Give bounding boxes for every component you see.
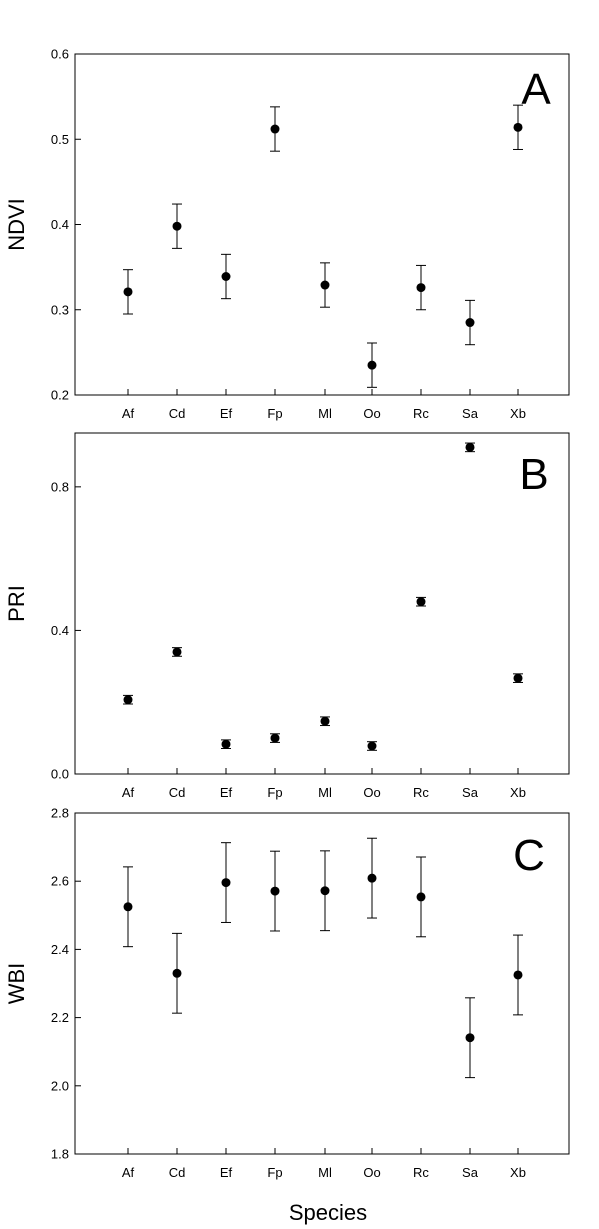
data-point-ef [221, 272, 231, 282]
y-tick-label: 2.6 [51, 874, 69, 889]
data-point-xb [513, 122, 523, 132]
data-point-ml [320, 716, 330, 726]
y-tick-label: 0.0 [51, 767, 69, 782]
y-tick-label: 0.4 [51, 623, 69, 638]
x-tick-label-fp: Fp [267, 1165, 282, 1180]
x-tick-label-sa: Sa [462, 406, 479, 421]
data-point-sa [465, 442, 475, 452]
data-point-cd [172, 221, 182, 231]
x-tick-label-xb: Xb [510, 406, 526, 421]
y-tick-label: 2.4 [51, 942, 69, 957]
panel-letter: A [521, 65, 551, 114]
data-point-oo [367, 360, 377, 370]
y-tick-label: 2.2 [51, 1010, 69, 1025]
y-axis-title: NDVI [4, 198, 29, 251]
x-tick-label-oo: Oo [363, 785, 380, 800]
chart-panels: 0.20.30.40.50.6Af Cd Ef Fp Ml Oo Rc Sa XbNDVIA0.… [4, 47, 570, 1180]
x-tick-label-af: Af [122, 406, 135, 421]
x-tick-label-sa: Sa [462, 1165, 479, 1180]
y-tick-label: 0.8 [51, 479, 69, 494]
data-point-xb [513, 970, 523, 980]
chart-panel-a: 0.2 0.3 0.4 0.5 0.6 Af Cd Ef Fp Ml Oo Rc Sa Xb NDVI A [4, 47, 570, 421]
x-tick-label-ef: Ef [220, 406, 233, 421]
y-tick-label: 0.4 [51, 217, 69, 232]
x-tick-label-ef: Ef [220, 785, 233, 800]
y-tick-label: 0.5 [51, 132, 69, 147]
plot-frame [74, 432, 570, 775]
panel-letter: B [519, 450, 548, 499]
y-tick-label: 2.0 [51, 1078, 69, 1093]
x-axis-title: Species [289, 1200, 367, 1225]
x-tick-label-rc: Rc [413, 1165, 429, 1180]
y-axis-title: WBI [4, 963, 29, 1005]
y-tick-label: 1.8 [51, 1147, 69, 1162]
plot-frame [74, 53, 570, 396]
x-tick-label-rc: Rc [413, 406, 429, 421]
data-point-cd [172, 647, 182, 657]
data-point-fp [270, 124, 280, 134]
x-tick-label-cd: Cd [169, 785, 186, 800]
y-tick-label: 0.6 [51, 47, 69, 62]
panel-letter: C [513, 831, 545, 880]
x-tick-label-ml: Ml [318, 785, 332, 800]
data-point-af [123, 902, 133, 912]
data-point-fp [270, 733, 280, 743]
data-point-ef [221, 878, 231, 888]
data-point-rc [416, 892, 426, 902]
data-point-rc [416, 283, 426, 293]
y-tick-label: 0.3 [51, 302, 69, 317]
data-point-sa [465, 318, 475, 328]
data-point-oo [367, 873, 377, 883]
x-tick-label-ml: Ml [318, 1165, 332, 1180]
x-tick-label-fp: Fp [267, 406, 282, 421]
x-tick-label-af: Af [122, 785, 135, 800]
chart-panel-b: 0.0 0.4 0.8 Af Cd Ef Fp Ml Oo Rc Sa Xb PRI B [4, 432, 570, 800]
x-tick-label-af: Af [122, 1165, 135, 1180]
data-point-ml [320, 280, 330, 290]
y-tick-label: 0.2 [51, 388, 69, 403]
x-tick-label-sa: Sa [462, 785, 479, 800]
x-tick-label-ml: Ml [318, 406, 332, 421]
chart-panel-c: 1.8 2.0 2.2 2.4 2.6 2.8 Af Cd Ef Fp Ml Oo Rc Sa Xb WBI C [4, 806, 570, 1180]
x-tick-label-ef: Ef [220, 1165, 233, 1180]
y-axis-title: PRI [4, 585, 29, 622]
x-tick-label-oo: Oo [363, 406, 380, 421]
data-point-af [123, 695, 133, 705]
plot-frame [74, 812, 570, 1155]
x-tick-label-rc: Rc [413, 785, 429, 800]
y-tick-label: 2.8 [51, 806, 69, 821]
x-tick-label-oo: Oo [363, 1165, 380, 1180]
x-tick-label-xb: Xb [510, 1165, 526, 1180]
data-point-af [123, 287, 133, 297]
x-tick-label-cd: Cd [169, 1165, 186, 1180]
data-point-ml [320, 886, 330, 896]
x-tick-label-cd: Cd [169, 406, 186, 421]
x-tick-label-xb: Xb [510, 785, 526, 800]
data-point-cd [172, 968, 182, 978]
data-point-ef [221, 739, 231, 749]
data-point-oo [367, 741, 377, 751]
x-tick-label-fp: Fp [267, 785, 282, 800]
data-point-fp [270, 886, 280, 896]
data-point-sa [465, 1033, 475, 1043]
data-point-xb [513, 673, 523, 683]
data-point-rc [416, 597, 426, 607]
